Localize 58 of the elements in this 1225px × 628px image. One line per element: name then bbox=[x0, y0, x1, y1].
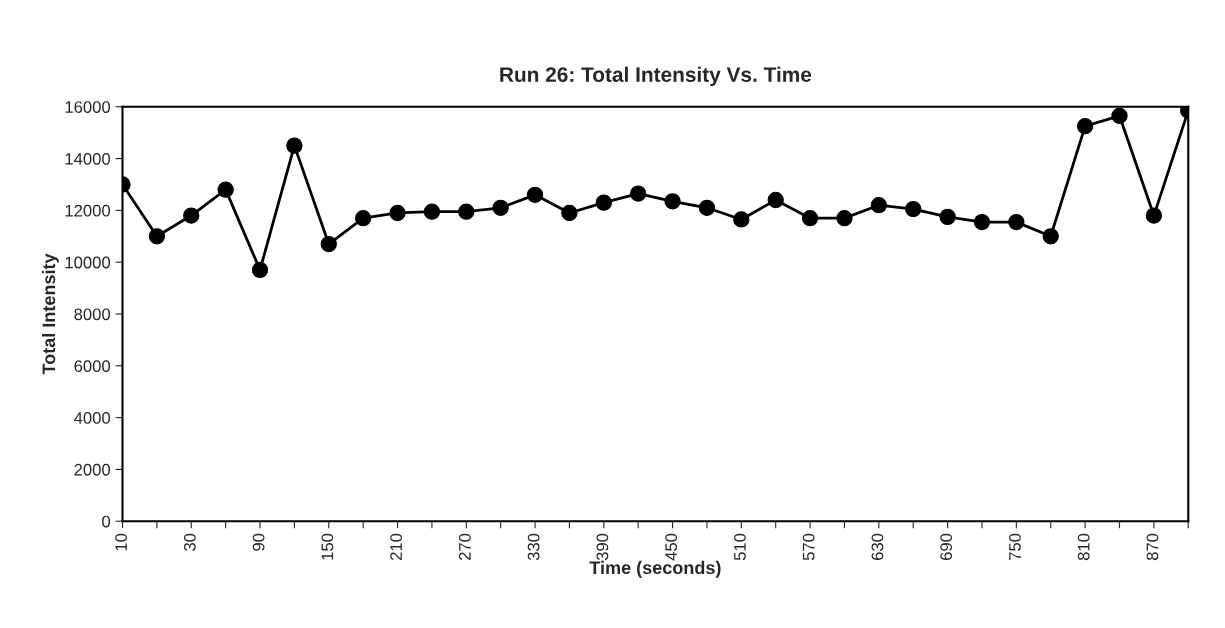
y-axis-title: Total Intensity bbox=[41, 253, 59, 375]
point bbox=[354, 209, 372, 227]
point bbox=[1008, 213, 1025, 231]
point bbox=[492, 199, 509, 216]
point bbox=[630, 185, 647, 202]
point bbox=[1042, 228, 1059, 245]
point bbox=[973, 213, 991, 231]
x-tick-label: 150 bbox=[321, 533, 334, 560]
y-tick-label: 10000 bbox=[65, 256, 111, 269]
y-tick-label: 16000 bbox=[65, 101, 111, 113]
point bbox=[320, 235, 337, 253]
y-tick-label: 8000 bbox=[74, 308, 111, 321]
point bbox=[148, 228, 166, 245]
x-tick-label: 10 bbox=[115, 533, 127, 551]
x-tick-label: 390 bbox=[596, 533, 609, 561]
point bbox=[389, 204, 406, 222]
y-tick-label: 2000 bbox=[74, 463, 111, 476]
point bbox=[939, 208, 956, 226]
x-tick-label: 690 bbox=[940, 533, 953, 560]
point bbox=[870, 197, 887, 214]
x-tick-label: 450 bbox=[665, 533, 678, 561]
x-tick-label: 270 bbox=[458, 533, 471, 561]
point bbox=[423, 203, 441, 220]
point bbox=[1076, 118, 1094, 135]
point bbox=[1145, 207, 1163, 224]
point bbox=[733, 211, 750, 228]
point bbox=[664, 193, 681, 210]
chart-title: Run 26: Total Intensity Vs. Time bbox=[500, 66, 812, 87]
x-tick-label: 570 bbox=[802, 533, 815, 561]
point bbox=[767, 191, 784, 209]
x-tick-label: 630 bbox=[871, 533, 884, 560]
point bbox=[251, 261, 269, 279]
x-tick-label: 30 bbox=[183, 533, 196, 551]
x-tick-label: 90 bbox=[252, 533, 265, 551]
point bbox=[183, 207, 200, 224]
point bbox=[801, 209, 819, 227]
x-tick-label: 510 bbox=[733, 533, 746, 561]
x-tick-label: 810 bbox=[1077, 533, 1090, 561]
x-tick-label: 870 bbox=[1146, 533, 1159, 561]
y-tick-label: 6000 bbox=[74, 360, 111, 373]
point bbox=[905, 200, 922, 218]
y-tick-label: 14000 bbox=[65, 152, 111, 165]
point bbox=[561, 204, 578, 222]
point bbox=[836, 209, 853, 227]
point bbox=[217, 181, 234, 198]
y-tick-label: 4000 bbox=[74, 412, 111, 424]
point bbox=[526, 186, 544, 203]
x-axis-title: Time (seconds) bbox=[589, 560, 721, 578]
y-tick-label: 0 bbox=[102, 515, 111, 528]
point bbox=[698, 199, 716, 216]
point bbox=[1111, 107, 1128, 124]
y-tick-label: 12000 bbox=[65, 204, 111, 217]
point bbox=[286, 137, 303, 154]
point bbox=[595, 194, 612, 211]
point bbox=[458, 203, 475, 220]
x-tick-label: 750 bbox=[1009, 533, 1021, 560]
x-tick-label: 210 bbox=[390, 533, 403, 561]
x-tick-label: 330 bbox=[527, 533, 540, 561]
